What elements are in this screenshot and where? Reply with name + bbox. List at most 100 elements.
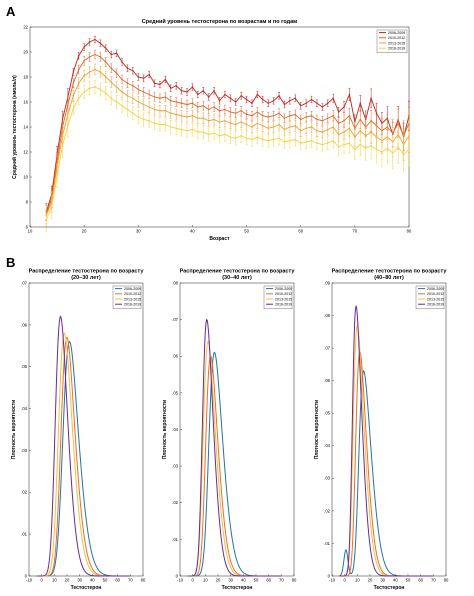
chart-a-point (207, 96, 210, 98)
chart-a-point (218, 100, 221, 102)
chart-b2-series-2016-2019 (187, 318, 282, 577)
chart-a-point (321, 120, 324, 122)
chart-a-point (153, 96, 156, 98)
chart-b1-y-tick-label: 0 (25, 573, 28, 578)
chart-a-point (375, 112, 378, 114)
chart-a-point (224, 133, 226, 136)
chart-a-point (137, 116, 139, 118)
chart-b2-x-tick-label: 50 (254, 578, 259, 583)
chart-a-title-line: Средний уровень тестостерона по возраста… (142, 18, 298, 25)
chart-b3-x-tick-label: 30 (380, 578, 385, 583)
chart-a-point (175, 113, 177, 116)
chart-b3-x-tick-label: 60 (418, 578, 423, 583)
chart-b1-legend (112, 285, 142, 309)
chart-a-point (88, 71, 91, 73)
chart-b2-x-tick-label: 70 (279, 578, 284, 583)
chart-a-point (153, 82, 156, 84)
chart-b3-y-tick-label: .09 (324, 280, 330, 285)
chart-a-point (61, 145, 64, 147)
chart-a-y-tick-label: 14 (23, 124, 28, 129)
chart-a-point (256, 136, 259, 138)
chart-a-point (262, 98, 264, 101)
chart-a-point (337, 122, 340, 124)
chart-a-series-2016-2019 (45, 80, 410, 232)
chart-a-point (137, 101, 139, 103)
chart-a-point (386, 147, 389, 149)
chart-a-point (359, 130, 361, 132)
chart-a-point (180, 90, 183, 92)
chart-b3-y-tick-label: 0 (328, 573, 331, 578)
chart-a-point (327, 142, 329, 144)
chart-a-point (94, 68, 96, 71)
chart-a-point (45, 218, 47, 221)
chart-a-point (143, 103, 145, 106)
chart-a-point (213, 132, 215, 134)
chart-a-point (202, 117, 204, 119)
chart-a-point (132, 97, 134, 99)
chart-a-point (83, 91, 85, 93)
chart-a-point (83, 60, 85, 62)
chart-a-point (186, 91, 188, 93)
chart-a-point (180, 115, 183, 117)
chart-b2-x-tick-label: 30 (228, 578, 233, 583)
chart-a-point (316, 118, 318, 121)
chart-a-point (229, 122, 232, 124)
chart-a-y-tick-label: 20 (23, 49, 28, 54)
chart-a-point (94, 86, 96, 88)
chart-a-point (110, 81, 112, 83)
chart-a-point (240, 95, 242, 97)
chart-a-point (159, 110, 161, 112)
chart-a-point (402, 153, 405, 156)
chart-a-point (289, 100, 291, 102)
chart-a-point (262, 125, 264, 127)
chart-a-point (354, 136, 356, 138)
chart-b1-y-tick-label: .03 (21, 448, 27, 453)
chart-b3-legend-entry: 2016-2019 (427, 303, 444, 307)
chart-b3-x-tick-label: 10 (355, 578, 360, 583)
chart-b1-x-tick-label: 80 (141, 578, 146, 583)
chart-a-point (392, 152, 394, 154)
chart-b2-title-line: Распределение тестостерона по возрасту (180, 269, 296, 275)
chart-a-point (359, 102, 361, 104)
chart-b2-legend-entry: 2006-2009 (275, 287, 292, 291)
chart-a-point (229, 136, 232, 138)
chart-a-point (267, 116, 269, 118)
chart-a-point (72, 71, 75, 73)
chart-b1-y-tick-label: .06 (21, 322, 27, 327)
chart-a-point (137, 76, 139, 78)
chart-a-point (370, 145, 372, 147)
chart-b3-series-2016-2019 (339, 305, 434, 577)
chart-a-point (137, 88, 139, 91)
chart-a-point (180, 128, 183, 131)
chart-b3-y-tick-label: .01 (324, 541, 330, 546)
chart-a-point (213, 90, 215, 92)
chart-a-point (294, 97, 296, 99)
chart-a-point (245, 113, 248, 116)
chart-a-x-tick-label: 70 (353, 229, 358, 234)
chart-a-point (272, 138, 275, 141)
chart-b2-legend-entry: 2010-2012 (275, 292, 292, 296)
chart-a-point (83, 46, 85, 48)
chart-a-point (126, 95, 129, 97)
chart-a-point (283, 141, 286, 143)
chart-a-point (251, 102, 253, 104)
chart-b3-x-tick-label: 50 (406, 578, 411, 583)
panel-letter-b: B (6, 255, 15, 270)
chart-a-point (272, 126, 275, 128)
chart-a-point (278, 95, 280, 97)
chart-a-point (88, 56, 91, 58)
chart-a-point (191, 115, 194, 117)
chart-a-point (327, 117, 329, 119)
chart-a-point (126, 108, 129, 111)
chart-a-point (235, 123, 237, 126)
chart-a-point (94, 38, 96, 41)
chart-b2-x-label: Тестостерон (222, 585, 253, 591)
chart-a-point (170, 112, 172, 114)
chart-a-point (240, 110, 242, 112)
chart-b2-x-tick-label: 60 (266, 578, 271, 583)
chart-a-point (300, 130, 302, 132)
chart-b2-title-line: (30–40 лет) (222, 275, 252, 281)
panel-letter-a: A (6, 4, 16, 19)
chart-b3-x-tick-label: 80 (444, 578, 449, 583)
chart-a-point (262, 115, 264, 117)
